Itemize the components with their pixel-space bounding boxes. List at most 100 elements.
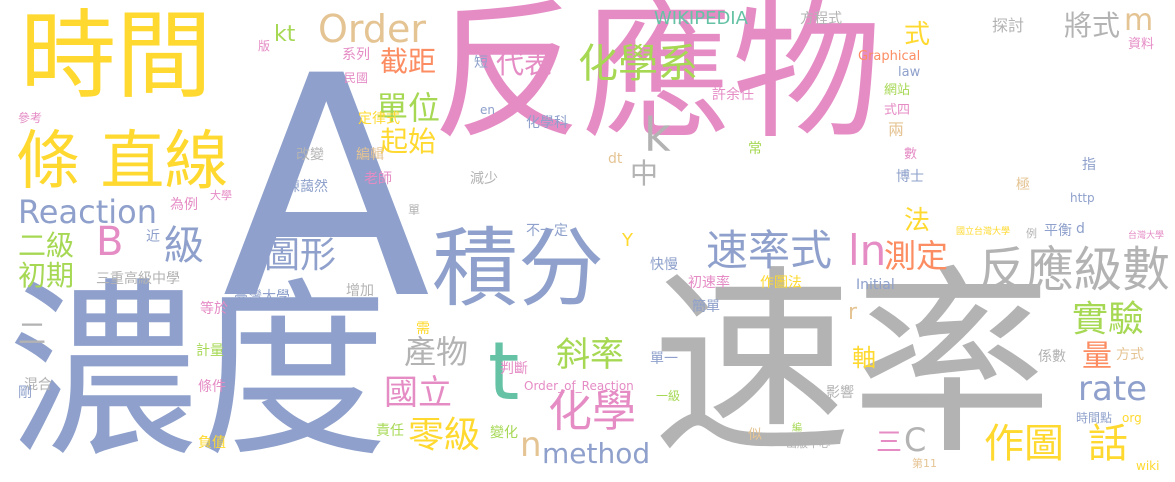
cloud-word: 起始 bbox=[380, 125, 437, 158]
cloud-word: Order_of_Reaction bbox=[524, 379, 634, 393]
cloud-word: 軸 bbox=[852, 344, 876, 372]
cloud-word: 一級 bbox=[656, 389, 681, 403]
cloud-word: 改變 bbox=[296, 147, 324, 163]
cloud-word: d bbox=[1076, 221, 1085, 237]
cloud-word: 出版中心 bbox=[786, 437, 830, 450]
cloud-word: 減少 bbox=[470, 171, 498, 187]
cloud-word: 簡單 bbox=[692, 299, 720, 315]
cloud-word: 初期 bbox=[18, 259, 75, 292]
cloud-word: 不一定 bbox=[526, 223, 568, 239]
cloud-word: A bbox=[222, 11, 431, 366]
cloud-word: org bbox=[1122, 411, 1142, 425]
cloud-word: 編 bbox=[792, 423, 802, 434]
cloud-word: 測定 bbox=[884, 237, 949, 275]
cloud-word: 計量 bbox=[196, 343, 224, 359]
cloud-word: 許余任 bbox=[712, 87, 754, 103]
cloud-word: 短 bbox=[474, 55, 488, 71]
cloud-word: 中 bbox=[630, 157, 659, 190]
cloud-word: 作圖 bbox=[984, 421, 1064, 467]
cloud-word: 化學系 bbox=[578, 41, 698, 87]
cloud-word: 單 bbox=[408, 203, 421, 217]
cloud-word: 為例 bbox=[170, 197, 198, 213]
cloud-word: 似 bbox=[748, 427, 762, 443]
cloud-word: 條 直線 bbox=[16, 125, 229, 199]
cloud-word: 需 bbox=[416, 321, 430, 337]
cloud-word: 定律式 bbox=[358, 111, 400, 127]
cloud-word: Initial bbox=[856, 277, 895, 293]
cloud-word: 法 bbox=[904, 206, 931, 236]
cloud-word: k bbox=[644, 108, 671, 162]
cloud-word: 式四 bbox=[884, 103, 911, 118]
cloud-word: B bbox=[96, 219, 124, 265]
cloud-word: 台灣大學 bbox=[1128, 231, 1165, 241]
cloud-word: 斜率 bbox=[556, 335, 624, 375]
cloud-word: 單位 bbox=[376, 89, 441, 127]
cloud-word: 時間 bbox=[20, 0, 212, 112]
cloud-word: kt bbox=[274, 22, 296, 47]
cloud-word: 網站 bbox=[884, 83, 911, 98]
cloud-word: wiki bbox=[1136, 459, 1160, 473]
cloud-word: 單一 bbox=[650, 351, 678, 367]
cloud-word: 初速率 bbox=[688, 275, 730, 291]
cloud-word: 版 bbox=[258, 39, 271, 53]
cloud-word: 量 bbox=[1082, 339, 1112, 374]
cloud-word: 臺灣大學 bbox=[234, 289, 290, 305]
cloud-word: Reaction bbox=[18, 193, 157, 231]
cloud-word: 大學 bbox=[210, 189, 232, 202]
cloud-word: 剛 bbox=[18, 385, 32, 401]
cloud-word: 負值 bbox=[198, 435, 226, 451]
cloud-word: 民國 bbox=[344, 71, 369, 85]
cloud-word: 兩 bbox=[888, 120, 905, 139]
cloud-word: 實驗 bbox=[1072, 299, 1145, 340]
cloud-word: 94年 bbox=[904, 395, 929, 408]
cloud-word: dt bbox=[608, 151, 623, 167]
cloud-word: 圖形 bbox=[264, 235, 337, 276]
cloud-word: 老師 bbox=[364, 171, 392, 187]
cloud-word: 產物 bbox=[404, 333, 469, 371]
cloud-word: 變化 bbox=[490, 425, 518, 441]
cloud-word: 近 bbox=[146, 229, 160, 245]
cloud-word: ln bbox=[848, 226, 887, 275]
cloud-word: 判斷 bbox=[500, 361, 528, 377]
cloud-word: 資料 bbox=[1128, 37, 1155, 52]
cloud-word: 博士 bbox=[896, 169, 924, 185]
cloud-word: 時間點 bbox=[1076, 411, 1113, 425]
cloud-word: 截距 bbox=[380, 45, 437, 78]
cloud-word: m bbox=[1124, 3, 1154, 38]
cloud-word: 常 bbox=[748, 141, 762, 157]
cloud-word: 話 bbox=[1088, 421, 1128, 467]
cloud-word: 二級 bbox=[18, 229, 75, 262]
cloud-word: 化學科 bbox=[526, 115, 568, 131]
cloud-word: rate bbox=[1078, 369, 1148, 409]
cloud-word: n bbox=[520, 425, 542, 465]
cloud-word: 編輯 bbox=[356, 147, 384, 163]
cloud-word: 數 bbox=[904, 147, 918, 162]
cloud-word: 級 bbox=[164, 223, 204, 269]
cloud-word: 將式 bbox=[1064, 9, 1121, 42]
cloud-word: 條件 bbox=[198, 379, 226, 395]
cloud-word: 反應物 bbox=[432, 0, 883, 160]
cloud-word: 例 bbox=[1026, 227, 1037, 240]
cloud-word: 方式 bbox=[1116, 347, 1144, 363]
cloud-word: 化學 bbox=[548, 386, 636, 437]
cloud-word: 參考 bbox=[18, 111, 43, 125]
cloud-word: 國立台灣大學 bbox=[956, 227, 1011, 237]
cloud-word: 影響 bbox=[826, 385, 854, 401]
cloud-word: 反應級數 bbox=[978, 242, 1171, 298]
cloud-word: t bbox=[488, 325, 520, 418]
cloud-word: 責任 bbox=[376, 423, 404, 439]
cloud-word: 代表 bbox=[496, 47, 553, 80]
cloud-word: en bbox=[480, 103, 495, 117]
cloud-word: 探討 bbox=[992, 16, 1025, 35]
cloud-word: Graphical bbox=[858, 49, 921, 64]
cloud-word: 系列 bbox=[342, 47, 370, 63]
cloud-word: 第11 bbox=[912, 457, 937, 470]
cloud-word: 三 bbox=[876, 428, 903, 458]
cloud-word: 極 bbox=[1016, 177, 1030, 193]
cloud-word: 等於 bbox=[200, 301, 228, 317]
cloud-word: http bbox=[1070, 191, 1095, 205]
cloud-word: 作圖法 bbox=[760, 275, 802, 291]
cloud-word: method bbox=[542, 437, 651, 470]
cloud-word: 係數 bbox=[1038, 349, 1066, 365]
